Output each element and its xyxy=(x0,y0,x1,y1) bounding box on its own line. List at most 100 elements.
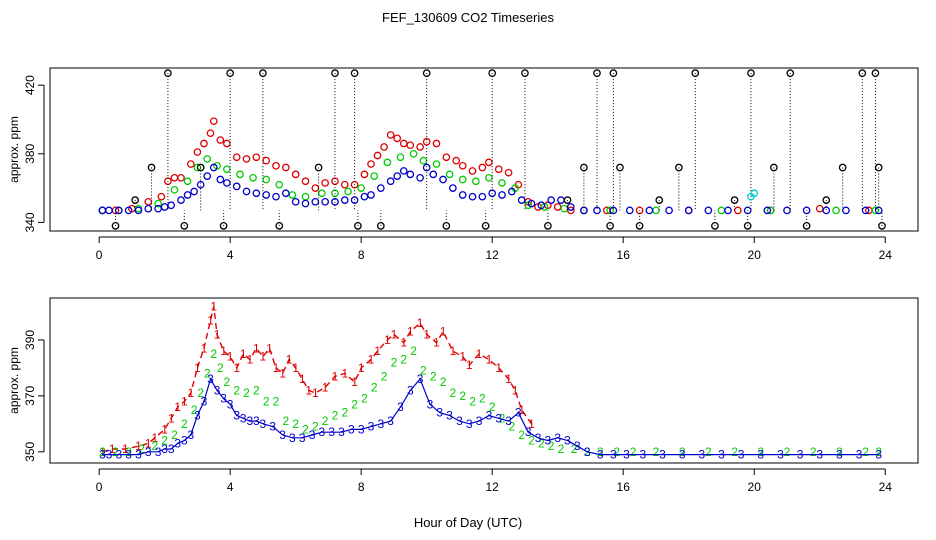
x-tick-label: 16 xyxy=(617,248,631,262)
data-point: 1 xyxy=(174,400,181,414)
data-point xyxy=(262,156,271,165)
data-point xyxy=(186,160,195,168)
data-point: 2 xyxy=(508,420,515,434)
data-point: 2 xyxy=(171,428,178,442)
series-line xyxy=(102,377,879,456)
data-point: 1 xyxy=(145,436,152,450)
data-point xyxy=(203,172,212,180)
data-point: 3 xyxy=(115,448,122,462)
data-point: 3 xyxy=(348,422,355,436)
data-point: 3 xyxy=(623,448,630,462)
data-point xyxy=(452,156,461,165)
data-point xyxy=(478,192,487,201)
series-ref xyxy=(111,69,886,230)
data-point xyxy=(134,206,143,215)
data-point: 1 xyxy=(322,380,329,394)
data-point xyxy=(802,222,811,230)
data-point: 1 xyxy=(341,367,348,381)
data-point xyxy=(177,173,185,182)
data-point: 3 xyxy=(201,394,208,408)
data-point: 2 xyxy=(292,417,299,431)
data-point: 1 xyxy=(233,361,240,375)
data-point xyxy=(340,180,349,189)
y-axis-title: approx. ppm xyxy=(7,116,21,183)
data-point: 2 xyxy=(371,380,378,394)
x-tick-label: 20 xyxy=(748,248,762,262)
data-point xyxy=(177,196,185,204)
data-point xyxy=(724,206,732,215)
data-point: 3 xyxy=(476,414,483,428)
data-point xyxy=(314,163,323,172)
data-point xyxy=(874,163,883,172)
data-point xyxy=(770,163,778,172)
data-point: 3 xyxy=(174,436,181,450)
data-point xyxy=(144,197,153,206)
data-point: 3 xyxy=(456,414,463,428)
data-point xyxy=(249,173,257,182)
data-point xyxy=(376,222,385,230)
data-point xyxy=(203,155,212,163)
data-point: 3 xyxy=(718,448,725,462)
data-point xyxy=(259,69,267,77)
data-point: 1 xyxy=(210,299,217,313)
data-point: 2 xyxy=(430,369,437,383)
data-point: 3 xyxy=(816,448,823,462)
data-point: 1 xyxy=(391,327,398,341)
data-point: 3 xyxy=(738,448,745,462)
data-point xyxy=(360,170,369,179)
data-point: 1 xyxy=(286,353,293,367)
data-point: 1 xyxy=(505,372,512,386)
data-point: 3 xyxy=(698,448,705,462)
data-point xyxy=(488,69,497,77)
data-point: 2 xyxy=(391,355,398,369)
data-point: 1 xyxy=(194,361,201,375)
data-point xyxy=(301,199,310,208)
data-point xyxy=(616,163,624,172)
data-point: 2 xyxy=(243,386,250,400)
data-point: 3 xyxy=(495,411,502,425)
data-point: 3 xyxy=(135,448,142,462)
data-point xyxy=(422,163,431,172)
y-tick-label: 370 xyxy=(23,386,37,406)
data-point: 1 xyxy=(122,442,129,456)
data-point xyxy=(275,180,284,189)
x-tick-label: 12 xyxy=(486,248,500,262)
data-point xyxy=(357,184,366,192)
x-tick-label: 24 xyxy=(879,248,893,262)
data-point xyxy=(252,189,261,198)
data-point xyxy=(606,222,614,230)
data-point xyxy=(370,172,379,180)
data-point: 1 xyxy=(260,350,267,364)
data-point xyxy=(743,222,752,230)
data-point xyxy=(360,192,369,201)
x-tick-label: 0 xyxy=(96,248,103,262)
data-point xyxy=(593,69,601,77)
data-point: 3 xyxy=(545,434,552,448)
data-point: 2 xyxy=(613,445,620,459)
data-point xyxy=(704,206,713,215)
data-point: 3 xyxy=(679,448,686,462)
data-point xyxy=(832,206,840,215)
data-point: 3 xyxy=(253,414,260,428)
data-point: 3 xyxy=(610,448,617,462)
data-point: 2 xyxy=(528,434,535,448)
data-point: 2 xyxy=(630,445,637,459)
data-point: 2 xyxy=(224,375,231,389)
data-point xyxy=(560,204,569,213)
data-point xyxy=(373,151,382,160)
data-point: 2 xyxy=(217,361,224,375)
data-point: 1 xyxy=(246,353,253,367)
data-point xyxy=(131,196,140,204)
data-point xyxy=(747,69,755,77)
data-point: 3 xyxy=(757,448,764,462)
data-point: 2 xyxy=(273,394,280,408)
data-point xyxy=(481,222,490,230)
series-3 xyxy=(98,163,883,215)
data-point xyxy=(281,163,290,172)
data-point: 1 xyxy=(188,386,195,400)
data-point: 3 xyxy=(358,422,365,436)
data-point xyxy=(242,155,251,163)
data-point: 2 xyxy=(322,414,329,428)
data-point xyxy=(442,222,451,230)
